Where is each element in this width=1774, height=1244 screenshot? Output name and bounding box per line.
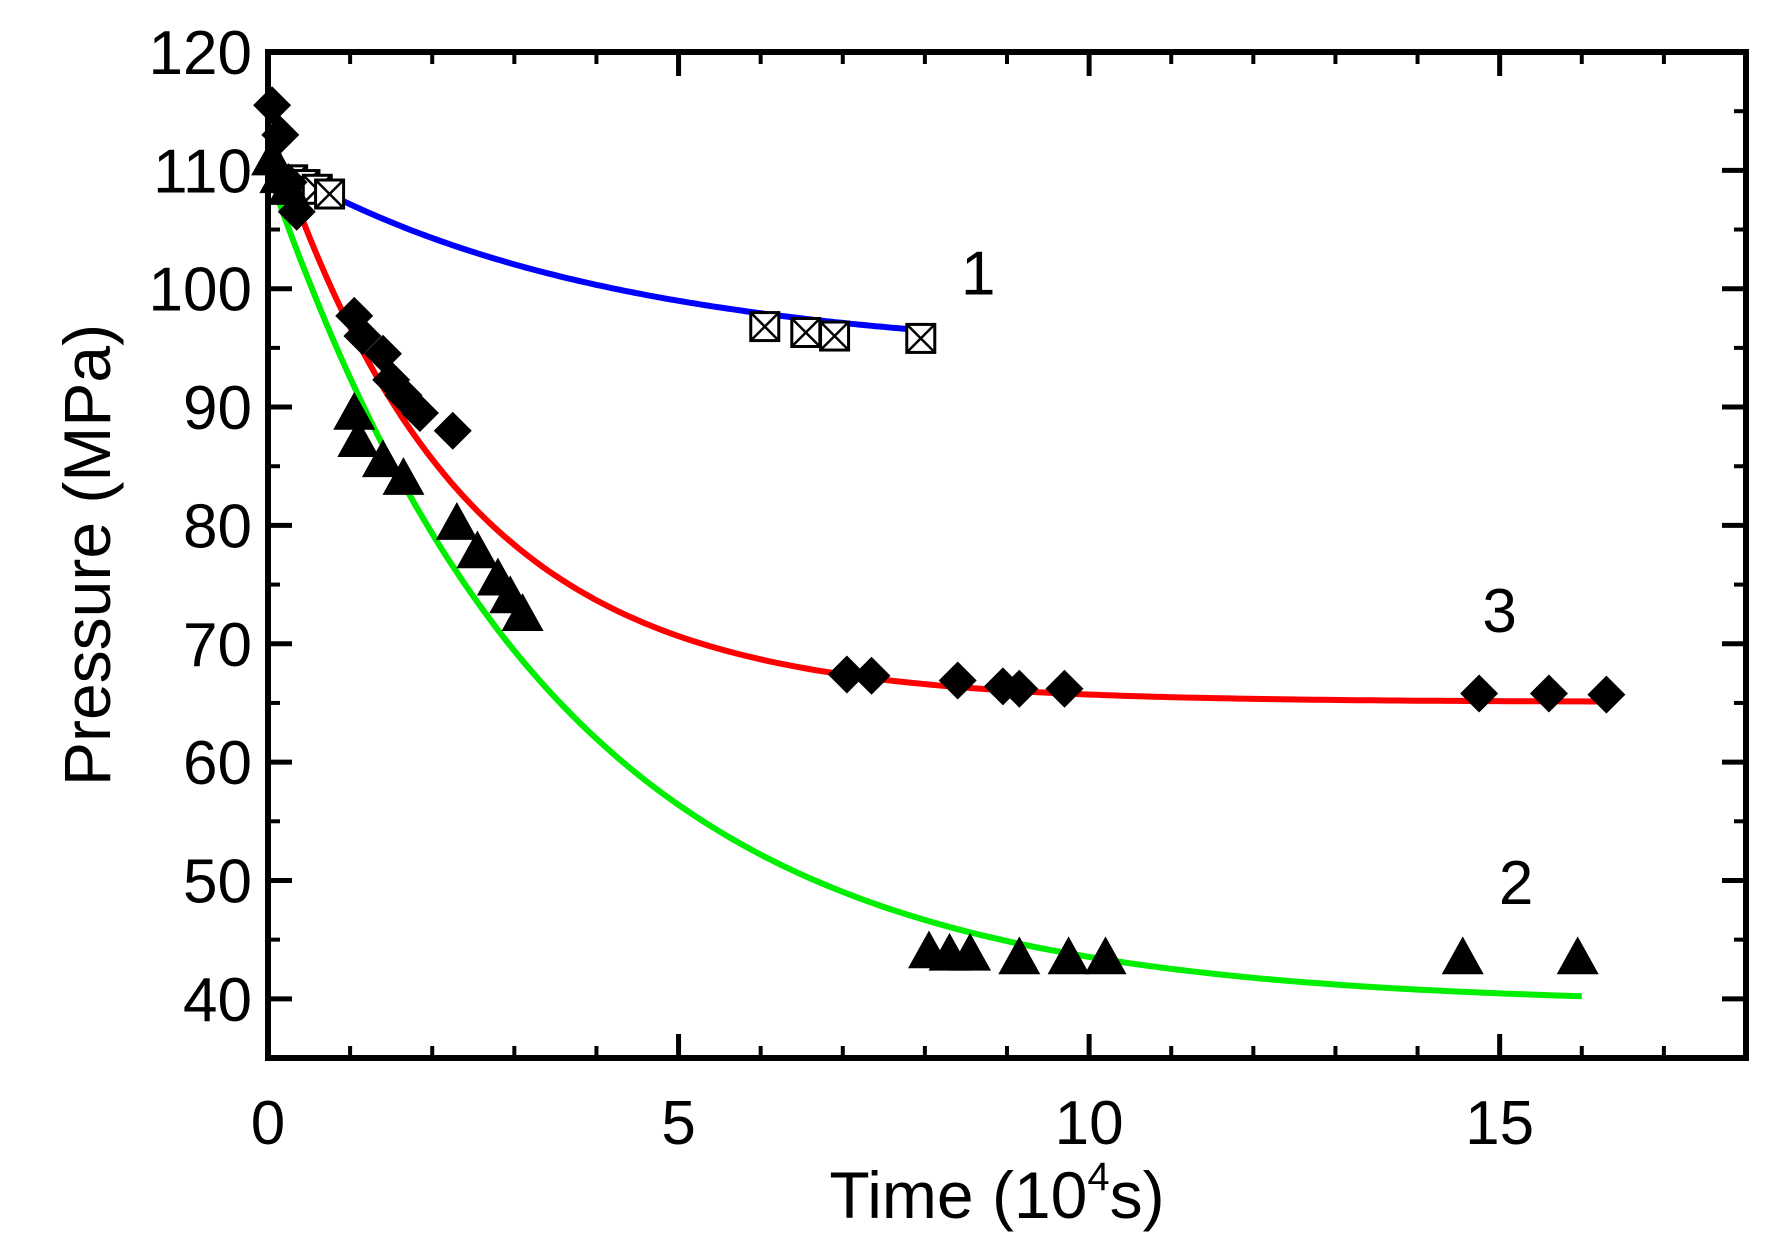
- triangle-point: [337, 419, 380, 457]
- x-axis-title-main: Time (10: [829, 1158, 1087, 1232]
- curve-label-3: 3: [1482, 577, 1516, 646]
- curve-label-2: 2: [1499, 849, 1533, 918]
- x-tick-label: 5: [661, 1089, 695, 1158]
- triangle-point: [949, 932, 992, 971]
- boxed-x-cross-b: [314, 179, 345, 209]
- triangle-point: [1084, 936, 1127, 975]
- y-tick-label: 80: [183, 492, 252, 561]
- axis-ticks: [265, 49, 1746, 1060]
- diamond-point: [277, 192, 316, 231]
- y-tick-label: 50: [183, 847, 252, 916]
- x-axis-title-superscript: 4: [1087, 1155, 1109, 1199]
- triangle-point: [1556, 936, 1599, 975]
- triangle-point: [333, 391, 376, 430]
- boxed-x-point: [905, 322, 937, 354]
- y-axis-title: Pressure (MPa): [50, 324, 124, 786]
- curve-label-1: 1: [961, 240, 995, 309]
- boxed-x-cross-b: [905, 323, 936, 354]
- diamond-point: [1587, 675, 1626, 714]
- y-tick-label: 120: [149, 19, 252, 88]
- y-tick-label: 70: [183, 611, 252, 680]
- x-tick-label: 0: [251, 1089, 285, 1158]
- y-tick-label: 100: [149, 256, 252, 325]
- boxed-x-point: [790, 316, 822, 348]
- tick-labels: 0 5 10 15 40 50 60 70 80 90 100 110 120: [149, 19, 1535, 1158]
- curve-labels: 1 2 3: [961, 240, 1533, 919]
- triangle-point: [361, 439, 404, 478]
- triangle-point: [998, 936, 1041, 975]
- boxed-x-point: [819, 320, 851, 352]
- diamond-point: [433, 411, 472, 450]
- boxed-x-point: [314, 178, 346, 210]
- diamond-point: [1000, 669, 1039, 708]
- y-tick-label: 40: [183, 966, 252, 1035]
- triangle-point: [435, 502, 478, 540]
- diamond-point: [852, 656, 891, 695]
- boxed-x-point: [749, 311, 781, 343]
- x-tick-label: 10: [1055, 1089, 1124, 1158]
- x-tick-label: 15: [1465, 1089, 1534, 1158]
- triangle-point: [456, 530, 499, 569]
- triangle-point: [501, 593, 544, 631]
- boxed-x-cross-b: [749, 311, 780, 342]
- x-axis-title-tail: s): [1110, 1158, 1165, 1232]
- diamond-point: [253, 86, 292, 125]
- triangle-point: [1441, 936, 1484, 975]
- triangle-point: [382, 457, 425, 495]
- diamond-point: [1045, 669, 1084, 708]
- x-axis-title: Time (104s): [829, 1155, 1164, 1232]
- diamond-point: [343, 317, 382, 356]
- fit-curve-series-3: [265, 122, 1607, 705]
- boxed-x-cross-b: [790, 317, 821, 348]
- y-tick-label: 90: [183, 374, 252, 443]
- diamond-point: [400, 393, 439, 432]
- boxed-x-cross-b: [819, 321, 850, 351]
- y-tick-label: 60: [183, 729, 252, 798]
- diamond-point: [938, 661, 977, 700]
- fit-curve-series-2: [265, 169, 1582, 1000]
- fit-curve-series-1: [266, 158, 926, 334]
- diamond-point: [1529, 674, 1568, 713]
- data-points: [251, 86, 1626, 975]
- diamond-point: [1460, 674, 1499, 713]
- y-tick-label: 110: [153, 137, 252, 206]
- triangle-point: [1047, 936, 1090, 975]
- diamond-point: [827, 655, 866, 694]
